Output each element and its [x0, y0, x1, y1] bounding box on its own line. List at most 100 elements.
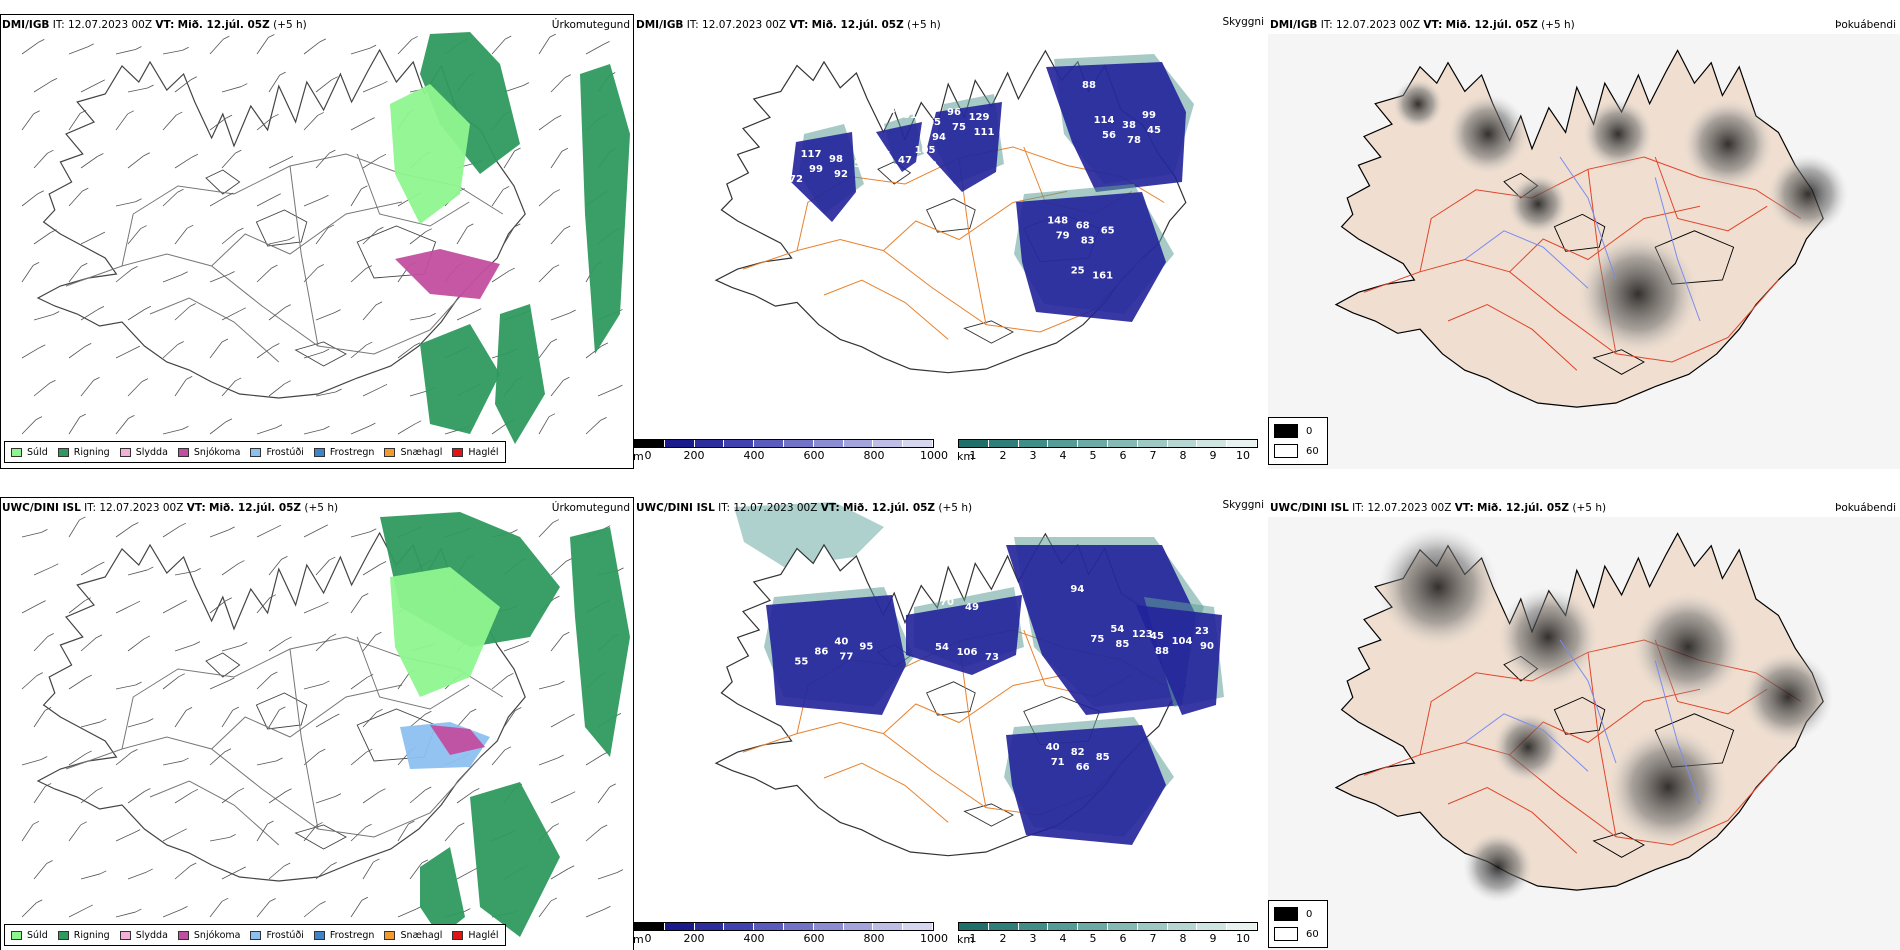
wind-barb-flag [46, 860, 53, 864]
glacier-outline [963, 803, 1014, 827]
wind-barb [33, 863, 47, 880]
panel-title: DMI/IGB IT: 12.07.2023 00Z VT: Mið. 12.j… [2, 19, 307, 31]
wind-barb-flag [552, 823, 560, 827]
wind-barb [221, 310, 240, 321]
colorbar-bin [635, 440, 665, 447]
wind-barb-flag [330, 633, 337, 638]
wind-barb [221, 230, 238, 245]
wind-barb-flag [177, 188, 184, 193]
cloud-base-label: 45 [1150, 631, 1164, 642]
cloud-base-label: 105 [915, 145, 936, 156]
wind-barb-flag [555, 115, 562, 119]
wind-barb-flag [135, 46, 142, 50]
colorbar-tick: 0 [644, 449, 652, 462]
wind-barb [550, 380, 564, 397]
wind-barb-flag [53, 311, 60, 315]
legend-label: Haglél [468, 446, 499, 458]
wind-barb [585, 44, 604, 55]
wind-barb [209, 341, 223, 359]
wind-barb [21, 759, 42, 766]
colorbar-bin [1197, 440, 1228, 447]
glacier-outline [205, 169, 241, 195]
lead-time: (+5 h) [1541, 19, 1575, 31]
wind-barb-flag [35, 416, 43, 421]
wind-barb [550, 868, 569, 880]
wind-barb-flag [375, 301, 383, 306]
road-line [1587, 652, 1617, 837]
wind-barb-flag [93, 377, 100, 381]
fog-area [1508, 174, 1568, 234]
colorbar-bin [959, 923, 989, 930]
wind-barb [174, 644, 195, 652]
cloud-visibility-panel: 94 66 55 49 88 85 71 77 70 90 75 85 86 73 104 123 82 95 10… [634, 497, 1268, 950]
wind-barb-flag [569, 309, 576, 314]
cloud-base-label: 66 [1076, 762, 1090, 773]
wind-barb [221, 380, 236, 397]
wind-barb-flag [87, 43, 94, 48]
wind-barb [115, 525, 133, 538]
wind-barb [491, 749, 506, 766]
legend-label: Súld [27, 929, 48, 941]
wind-barb [33, 710, 46, 728]
wind-barb [68, 600, 86, 614]
cloud-base-colorbar-labels: m 0 200 400 600 800 1000 [634, 931, 948, 946]
wind-barb [303, 267, 319, 283]
wind-barb [585, 420, 601, 435]
fog-legend: 0 60 [1268, 900, 1328, 948]
colorbar-tick: 800 [863, 932, 885, 945]
wind-barb [550, 312, 570, 321]
wind-barb-flag [470, 708, 477, 713]
glacier-outline [205, 652, 241, 678]
cloud-base-label: 75 [1090, 634, 1104, 645]
fog-index-title: Þokuábendi [1835, 502, 1896, 514]
wind-barb-flag [185, 376, 193, 380]
wind-barb [538, 267, 554, 283]
wind-barb [174, 379, 187, 397]
cloud-base-area [1006, 725, 1166, 845]
wind-barb [33, 382, 50, 397]
wind-barb [33, 786, 46, 804]
legend-label: Rigning [73, 929, 110, 941]
wind-barb [80, 309, 99, 321]
precip-area [420, 32, 520, 174]
wind-barb [21, 902, 37, 918]
wind-barb [209, 529, 229, 538]
cloud-base-area [1136, 605, 1222, 715]
wind-barb-flag [147, 84, 154, 89]
wind-barb-flag [33, 110, 40, 115]
wind-barb-flag [274, 193, 281, 198]
wind-barb-flag [131, 266, 138, 270]
legend-swatch [250, 447, 262, 457]
wind-barb-flag [234, 377, 242, 382]
wind-barb-flag [514, 147, 521, 152]
colorbar-tick: 400 [743, 449, 765, 462]
colorbar-tick: 6 [1119, 449, 1127, 462]
colorbar-bin [1018, 923, 1049, 930]
wind-barb-flag [373, 858, 380, 863]
it-label: IT: [718, 502, 731, 514]
wind-barb [68, 907, 88, 918]
wind-barb [33, 81, 52, 93]
wind-barb [362, 229, 378, 245]
cloud-map: 88 83 72 81 94 78 79 92 104 111 56 65 99 62 75 45 68 54 47… [714, 49, 1194, 374]
colorbar-bin [724, 923, 755, 930]
cloud-base-label: 83 [1081, 236, 1095, 247]
cloud-base-label: 96 [947, 107, 961, 118]
cloud-base-label: 117 [801, 149, 822, 160]
cloud-base-label: 82 [1071, 747, 1085, 758]
wind-barb-flag [286, 155, 294, 160]
visibility-area [734, 502, 884, 567]
wind-barb [127, 721, 148, 728]
cloud-base-label: 72 [789, 174, 803, 185]
colorbar-bin [903, 923, 933, 930]
wind-barb [127, 87, 148, 93]
wind-barb-flag [322, 194, 329, 199]
colorbar-tick: 3 [1029, 449, 1037, 462]
wind-barb-flag [228, 271, 235, 275]
cloud-base-label: 129 [969, 112, 990, 123]
wind-barb-flag [79, 110, 87, 114]
wind-barb [538, 757, 558, 766]
wind-barb-flag [319, 901, 326, 905]
legend-swatch [11, 930, 22, 940]
colorbar-tick: 7 [1149, 932, 1157, 945]
